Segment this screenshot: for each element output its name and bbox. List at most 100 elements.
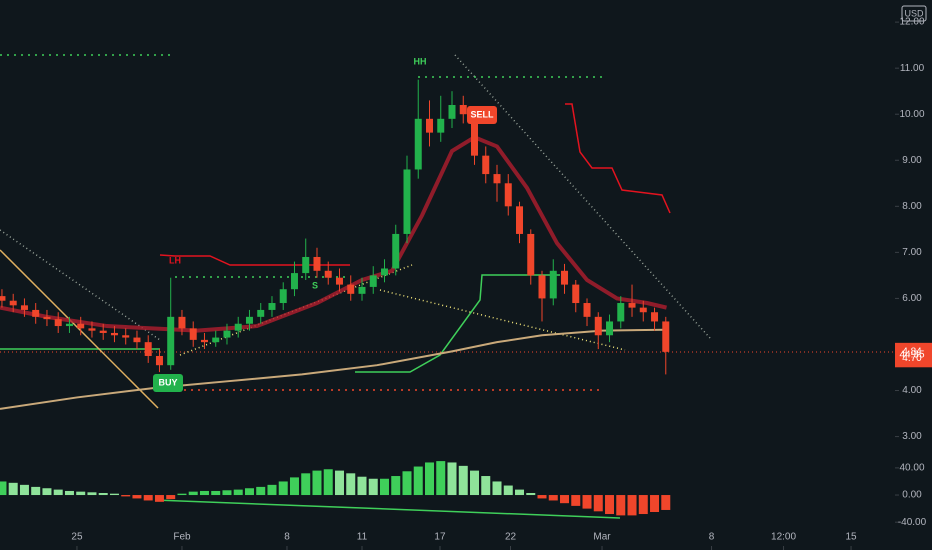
candle-body: [212, 337, 220, 343]
histogram-bar: [199, 490, 209, 496]
histogram-bar: [537, 495, 547, 499]
histogram-bar: [515, 489, 525, 496]
histogram-bar: [470, 470, 480, 496]
histogram-bar: [650, 495, 660, 512]
histogram-bar: [278, 481, 288, 496]
histogram-bar: [571, 495, 581, 506]
candle-body: [279, 289, 287, 304]
signal-box: [153, 374, 183, 392]
y-tick-label: 6.00: [902, 293, 922, 304]
overlay-line: [0, 328, 667, 410]
divergence-line: [154, 499, 621, 519]
candle-body: [77, 323, 85, 329]
histogram-bar: [121, 495, 131, 497]
histogram-bar: [177, 493, 187, 496]
candle-body: [324, 270, 332, 278]
histogram-bar: [560, 495, 570, 504]
candle-body: [414, 118, 422, 170]
histogram-bar: [458, 465, 468, 496]
histogram-bar: [481, 476, 491, 496]
y-tick-label: 10.00: [899, 109, 924, 120]
decor: [0, 54, 895, 519]
y-tick-label: 3.00: [902, 431, 922, 442]
candle-body: [144, 342, 152, 356]
x-tick-label: 17: [434, 532, 446, 543]
annotation: HH: [414, 56, 427, 66]
candle-body: [425, 118, 433, 133]
candle-body: [437, 118, 445, 133]
y-tick-label: 12.00: [899, 17, 924, 28]
histogram-bar: [346, 473, 356, 496]
histogram-bar: [436, 461, 446, 496]
candle-body: [651, 312, 659, 322]
price-label: 4.70: [902, 353, 922, 364]
candle-body: [347, 284, 355, 294]
histogram-bar: [64, 490, 74, 496]
histogram-bar: [154, 495, 164, 502]
y-tick-label: 4.00: [902, 385, 922, 396]
candle-body: [448, 105, 456, 119]
histogram-bar: [301, 473, 311, 496]
y-tick-label: 7.00: [902, 247, 922, 258]
candle-body: [178, 316, 186, 329]
trend-line: [0, 229, 161, 341]
candle-body: [572, 284, 580, 304]
histogram-bar: [627, 495, 637, 516]
histogram-bar: [526, 493, 536, 496]
histogram-bar: [391, 476, 401, 496]
x-tick-label: 15: [845, 532, 857, 543]
candle-body: [313, 256, 321, 271]
histogram-bar: [357, 476, 367, 496]
annotation: BUY: [158, 377, 177, 387]
histogram-bar: [593, 495, 603, 512]
histogram-bar: [244, 488, 254, 496]
candle-body: [223, 330, 231, 338]
candle-body: [32, 309, 40, 317]
candle-body: [482, 155, 490, 175]
candle-body: [200, 339, 208, 343]
histogram-bar: [222, 490, 232, 496]
candle-body: [662, 321, 670, 352]
candle-body: [167, 316, 175, 366]
histogram-bar: [447, 462, 457, 496]
histogram-bar: [188, 491, 198, 496]
histogram-bar: [87, 492, 97, 496]
candle-body: [122, 335, 130, 338]
histogram-bar: [19, 484, 29, 496]
histogram-bar: [8, 482, 18, 496]
x-tick-label: Mar: [593, 532, 611, 543]
histogram-bar: [166, 495, 176, 500]
step-line: [159, 254, 350, 266]
y-tick-label: -40.00: [898, 517, 927, 528]
x-tick-label: 8: [709, 532, 715, 543]
y-tick-label: 11.00: [900, 63, 925, 74]
candle-body: [392, 233, 400, 269]
histogram-bar: [661, 495, 671, 510]
histogram-bar: [323, 469, 333, 496]
step-line: [565, 103, 671, 214]
candle-body: [639, 307, 647, 313]
candle-body: [538, 275, 546, 299]
y-tick-label: 0.00: [902, 490, 922, 501]
histogram-bar: [211, 490, 221, 496]
price-label: 4.84: [902, 346, 922, 357]
candle-body: [245, 316, 253, 324]
x-tick-label: 8: [284, 532, 290, 543]
y-tick-label: 9.00: [902, 155, 922, 166]
candle-body: [257, 309, 265, 317]
candle-body: [617, 303, 625, 322]
histogram-bar: [312, 470, 322, 496]
signal-box: [467, 106, 497, 124]
histogram-bar: [334, 470, 344, 496]
y-tick-label: 40.00: [899, 463, 924, 474]
candle-body: [0, 296, 6, 301]
histogram-bar: [616, 495, 626, 516]
step-line: [355, 274, 560, 373]
histogram-bar: [492, 481, 502, 496]
histogram-bar: [0, 481, 7, 496]
x-tick-label: 12:00: [771, 532, 796, 543]
annotation: LH: [169, 255, 181, 265]
histogram-bar: [368, 478, 378, 496]
candle-body: [358, 286, 366, 294]
